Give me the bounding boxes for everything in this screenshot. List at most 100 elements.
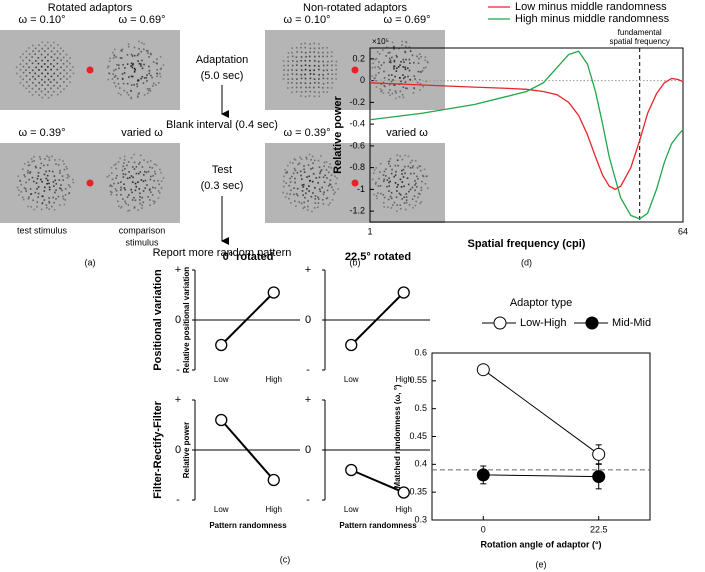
texture-dot bbox=[416, 55, 418, 58]
texture-dot bbox=[153, 202, 155, 205]
texture-dot bbox=[287, 52, 290, 54]
texture-dot bbox=[51, 205, 53, 208]
texture-dot bbox=[413, 195, 416, 197]
texture-dot bbox=[143, 63, 145, 66]
texture-dot bbox=[137, 79, 139, 81]
texture-dot bbox=[417, 178, 419, 180]
texture-dot bbox=[159, 68, 162, 71]
texture-dot bbox=[145, 50, 148, 52]
texture-dot bbox=[33, 180, 35, 183]
texture-dot bbox=[309, 73, 312, 75]
texture-dot bbox=[423, 67, 425, 69]
texture-dot bbox=[35, 166, 37, 169]
texture-dot bbox=[152, 175, 154, 177]
texture-dot bbox=[371, 66, 374, 69]
texture-dot bbox=[48, 208, 51, 210]
texture-dot bbox=[318, 47, 321, 49]
texture-dot bbox=[133, 196, 135, 199]
texture-dot bbox=[109, 57, 111, 60]
texture-dot bbox=[395, 92, 397, 94]
data-point bbox=[267, 473, 280, 487]
texture-dot bbox=[22, 53, 24, 55]
texture-dot bbox=[139, 171, 142, 173]
texture-dot bbox=[126, 196, 129, 198]
texture-dot bbox=[304, 42, 306, 45]
texture-dot bbox=[58, 158, 61, 161]
texture-dot bbox=[404, 66, 407, 69]
texture-dot bbox=[123, 162, 125, 164]
texture-dot bbox=[283, 69, 285, 71]
texture-dot bbox=[142, 180, 145, 183]
y-tick-label: - bbox=[176, 364, 180, 376]
data-line bbox=[350, 291, 405, 346]
texture-dot bbox=[62, 56, 65, 59]
texture-dot bbox=[59, 53, 61, 55]
texture-dot bbox=[49, 81, 52, 83]
texture-dot bbox=[37, 175, 40, 177]
texture-dot bbox=[139, 199, 141, 201]
texture-dot bbox=[285, 182, 287, 184]
texture-dot bbox=[409, 161, 412, 164]
texture-dot bbox=[41, 72, 43, 75]
texture-dot bbox=[31, 160, 34, 163]
texture-dot bbox=[317, 51, 320, 54]
texture-dot bbox=[138, 188, 141, 190]
texture-dot bbox=[404, 165, 406, 168]
texture-patch bbox=[282, 42, 338, 98]
texture-dot bbox=[331, 186, 333, 189]
texture-dot bbox=[31, 69, 34, 72]
texture-dot bbox=[143, 170, 146, 173]
texture-dot bbox=[24, 188, 27, 190]
texture-dot bbox=[304, 73, 306, 76]
texture-dot bbox=[390, 74, 393, 76]
step-label: (0.3 sec) bbox=[201, 180, 244, 192]
texture-dot bbox=[126, 63, 129, 65]
texture-dot bbox=[123, 155, 126, 158]
texture-dot bbox=[408, 46, 411, 48]
texture-dot bbox=[66, 72, 68, 75]
texture-dot bbox=[43, 199, 46, 201]
texture-dot bbox=[61, 189, 63, 192]
texture-dot bbox=[28, 85, 30, 87]
texture-dot bbox=[115, 56, 118, 58]
texture-dot bbox=[29, 171, 32, 173]
texture-dot bbox=[43, 81, 46, 83]
adaptor-label: ω = 0.10° bbox=[19, 14, 66, 26]
y-tick-label: -0.8 bbox=[349, 162, 365, 172]
texture-dot bbox=[48, 202, 51, 204]
texture-dot bbox=[59, 91, 62, 93]
texture-dot bbox=[313, 51, 315, 53]
texture-dot bbox=[371, 75, 374, 78]
texture-dot bbox=[393, 67, 395, 70]
texture-dot bbox=[41, 47, 44, 50]
texture-dot bbox=[54, 159, 56, 161]
texture-dot bbox=[54, 179, 57, 182]
texture-dot bbox=[150, 191, 152, 193]
texture-dot bbox=[58, 187, 61, 189]
x-tick-label: High bbox=[396, 375, 412, 384]
data-point bbox=[592, 470, 606, 484]
texture-dot bbox=[419, 71, 421, 73]
texture-dot bbox=[149, 178, 152, 181]
texture-dot bbox=[319, 172, 321, 175]
texture-dot bbox=[46, 182, 48, 185]
texture-dot bbox=[305, 158, 308, 160]
texture-dot bbox=[23, 174, 26, 176]
texture-dot bbox=[308, 64, 311, 67]
texture-dot bbox=[25, 81, 28, 83]
texture-dot bbox=[307, 205, 309, 208]
texture-dot bbox=[383, 77, 386, 79]
texture-dot bbox=[28, 59, 31, 62]
texture-dot bbox=[318, 43, 320, 45]
texture-dot bbox=[151, 76, 153, 79]
texture-dot bbox=[123, 183, 125, 186]
texture-dot bbox=[22, 198, 25, 201]
texture-dot bbox=[413, 172, 415, 175]
texture-dot bbox=[55, 183, 58, 185]
texture-dot bbox=[54, 191, 56, 194]
texture-dot bbox=[53, 90, 55, 93]
y-tick-label: + bbox=[175, 394, 181, 406]
texture-dot bbox=[126, 164, 128, 167]
texture-dot bbox=[310, 195, 313, 198]
texture-dot bbox=[72, 66, 74, 68]
